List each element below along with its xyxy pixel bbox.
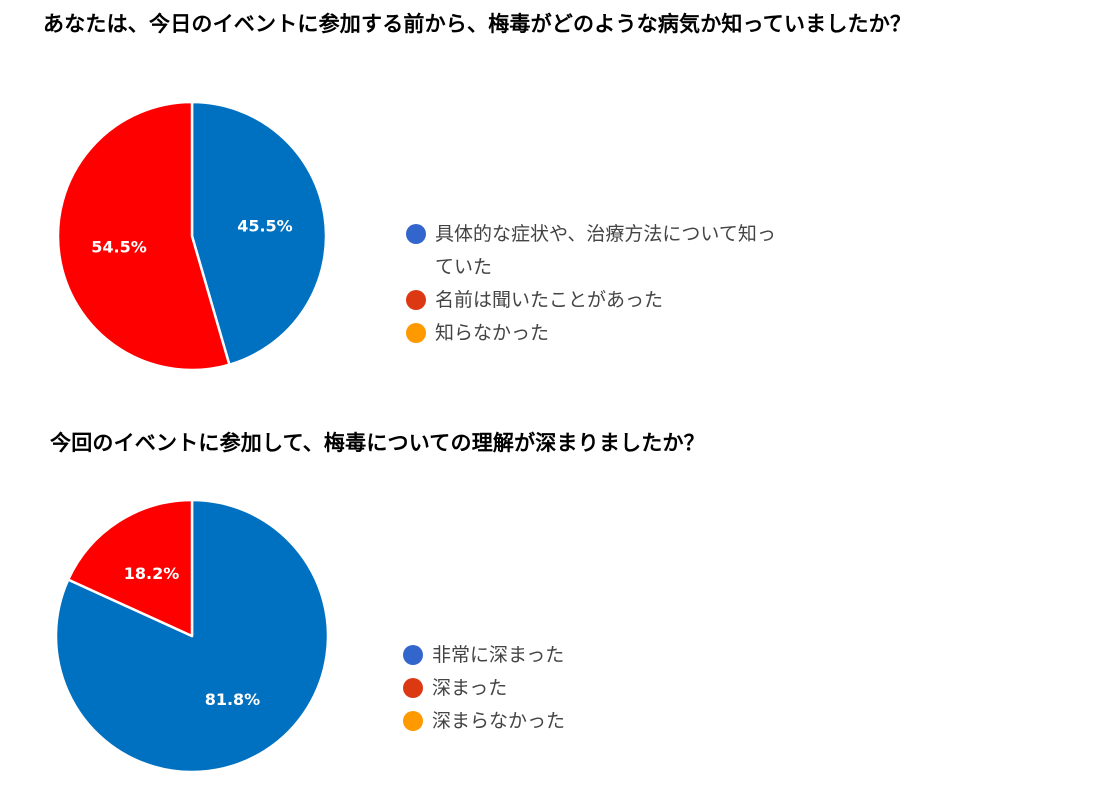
legend-label: 非常に深まった	[432, 644, 565, 666]
legend-label: 深まった	[432, 677, 508, 699]
pie-slice[interactable]	[66, 498, 194, 638]
legend: 具体的な症状や、治療方法について知っていた 名前は聞いたことがあった 知らなかっ…	[406, 218, 786, 350]
slice-data-label: 81.8%	[205, 690, 261, 709]
legend-label: 名前は聞いたことがあった	[435, 289, 664, 311]
pie-chart: 81.8% 18.2%	[54, 498, 330, 774]
legend-label: 具体的な症状や、治療方法について知っていた	[435, 223, 776, 278]
slice-data-label: 45.5%	[237, 217, 293, 236]
pie-chart: 45.5% 54.5%	[56, 100, 328, 372]
legend-swatch	[403, 711, 423, 731]
legend-swatch	[406, 290, 426, 310]
legend-swatch	[403, 678, 423, 698]
legend-item[interactable]: 具体的な症状や、治療方法について知っていた	[406, 218, 785, 284]
chart-title: 今回のイベントに参加して、梅毒についての理解が深まりましたか？	[50, 431, 705, 455]
chart-title: あなたは、今日のイベントに参加する前から、梅毒がどのような病気か知っていましたか…	[43, 12, 912, 36]
legend-item[interactable]: 深まった	[403, 672, 782, 705]
legend-label: 知らなかった	[435, 322, 550, 344]
legend-swatch	[406, 224, 426, 244]
legend-item[interactable]: 非常に深まった	[403, 639, 782, 672]
legend-item[interactable]: 深まらなかった	[403, 705, 782, 738]
legend-swatch	[403, 645, 423, 665]
legend: 非常に深まった 深まった 深まらなかった	[403, 639, 783, 738]
legend-swatch	[406, 323, 426, 343]
chart-understanding: 今回のイベントに参加して、梅毒についての理解が深まりましたか？ 81.8% 18.…	[0, 400, 1101, 798]
legend-label: 深まらなかった	[432, 710, 566, 732]
legend-item[interactable]: 知らなかった	[406, 317, 785, 350]
pie-slice[interactable]	[56, 100, 231, 372]
chart-prior-knowledge: あなたは、今日のイベントに参加する前から、梅毒がどのような病気か知っていましたか…	[43, 12, 912, 372]
pie-slice[interactable]	[190, 100, 328, 366]
legend-item[interactable]: 名前は聞いたことがあった	[406, 284, 785, 317]
slice-data-label: 54.5%	[91, 237, 147, 256]
slice-data-label: 18.2%	[124, 564, 180, 583]
